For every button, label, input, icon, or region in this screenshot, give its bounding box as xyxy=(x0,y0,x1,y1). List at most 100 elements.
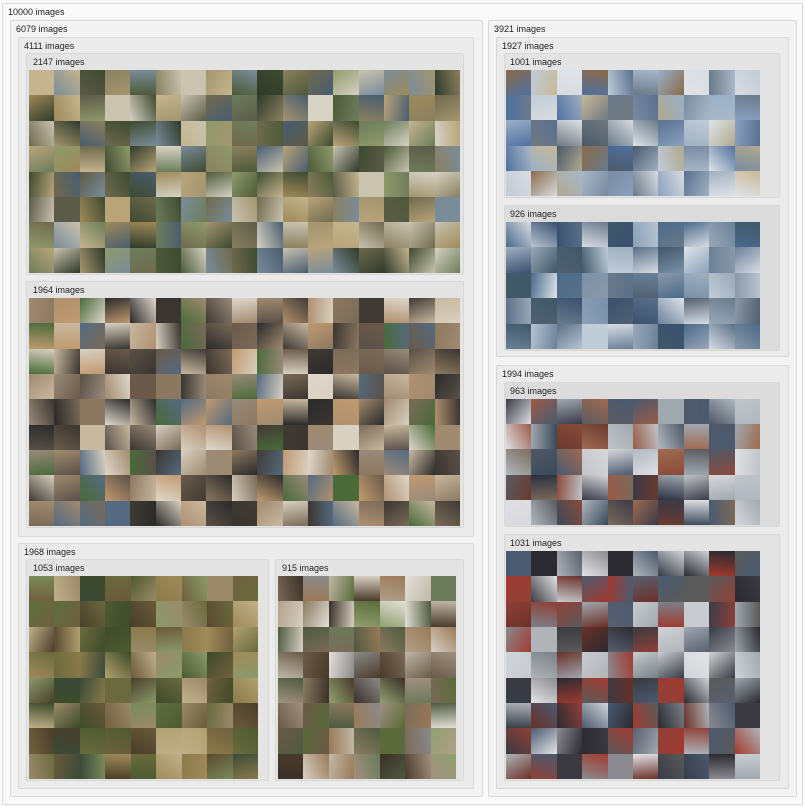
thumbnail-image[interactable] xyxy=(409,323,435,349)
thumbnail-image[interactable] xyxy=(582,652,608,678)
thumbnail-image[interactable] xyxy=(632,474,659,500)
thumbnail-image[interactable] xyxy=(409,146,435,172)
thumbnail-image[interactable] xyxy=(379,753,406,779)
thumbnail-image[interactable] xyxy=(506,120,532,146)
thumbnail-image[interactable] xyxy=(307,323,334,349)
thumbnail-image[interactable] xyxy=(506,499,532,525)
thumbnail-image[interactable] xyxy=(231,196,258,223)
thumbnail-image[interactable] xyxy=(556,120,583,146)
thumbnail-image[interactable] xyxy=(506,576,532,602)
thumbnail-image[interactable] xyxy=(632,170,659,196)
thumbnail-image[interactable] xyxy=(409,348,435,374)
thumbnail-image[interactable] xyxy=(434,146,460,172)
thumbnail-image[interactable] xyxy=(556,576,583,602)
thumbnail-image[interactable] xyxy=(232,677,258,703)
thumbnail-image[interactable] xyxy=(232,626,258,653)
thumbnail-image[interactable] xyxy=(506,298,532,324)
thumbnail-image[interactable] xyxy=(358,95,384,121)
thumbnail-image[interactable] xyxy=(206,399,232,425)
thumbnail-image[interactable] xyxy=(683,449,710,475)
thumbnail-image[interactable] xyxy=(257,450,283,476)
thumbnail-image[interactable] xyxy=(383,196,410,223)
thumbnail-image[interactable] xyxy=(556,474,583,500)
thumbnail-image[interactable] xyxy=(155,120,182,147)
thumbnail-image[interactable] xyxy=(358,424,384,450)
thumbnail-image[interactable] xyxy=(358,475,384,501)
thumbnail-image[interactable] xyxy=(29,702,55,729)
thumbnail-image[interactable] xyxy=(206,475,232,501)
thumbnail-image[interactable] xyxy=(734,499,760,525)
thumbnail-image[interactable] xyxy=(683,424,710,450)
thumbnail-image[interactable] xyxy=(379,652,406,678)
thumbnail-image[interactable] xyxy=(181,450,207,476)
thumbnail-image[interactable] xyxy=(582,120,608,146)
thumbnail-image[interactable] xyxy=(303,652,329,678)
thumbnail-image[interactable] xyxy=(130,753,157,779)
thumbnail-image[interactable] xyxy=(658,753,684,779)
thumbnail-image[interactable] xyxy=(231,424,258,450)
thumbnail-image[interactable] xyxy=(506,95,532,121)
thumbnail-image[interactable] xyxy=(383,475,410,501)
thumbnail-image[interactable] xyxy=(181,348,207,374)
thumbnail-image[interactable] xyxy=(734,323,760,349)
thumbnail-image[interactable] xyxy=(231,95,258,121)
thumbnail-image[interactable] xyxy=(430,626,456,653)
thumbnail-image[interactable] xyxy=(405,753,431,779)
thumbnail-image[interactable] xyxy=(155,146,182,172)
thumbnail-image[interactable] xyxy=(105,576,131,602)
thumbnail-image[interactable] xyxy=(531,247,557,273)
thumbnail-image[interactable] xyxy=(734,753,760,779)
thumbnail-image[interactable] xyxy=(29,146,55,172)
thumbnail-image[interactable] xyxy=(156,601,182,627)
thumbnail-image[interactable] xyxy=(531,576,557,602)
thumbnail-image[interactable] xyxy=(206,374,232,400)
thumbnail-image[interactable] xyxy=(531,652,557,678)
thumbnail-image[interactable] xyxy=(257,399,283,425)
thumbnail-image[interactable] xyxy=(231,247,258,273)
thumbnail-image[interactable] xyxy=(409,298,435,324)
thumbnail-image[interactable] xyxy=(607,703,633,729)
thumbnail-image[interactable] xyxy=(79,196,106,223)
thumbnail-image[interactable] xyxy=(79,475,106,501)
thumbnail-image[interactable] xyxy=(683,70,710,96)
thumbnail-image[interactable] xyxy=(632,424,659,450)
thumbnail-image[interactable] xyxy=(29,475,55,501)
thumbnail-image[interactable] xyxy=(155,95,182,121)
thumbnail-image[interactable] xyxy=(434,450,460,476)
thumbnail-image[interactable] xyxy=(658,601,684,627)
thumbnail-image[interactable] xyxy=(333,120,359,147)
thumbnail-image[interactable] xyxy=(105,374,131,400)
thumbnail-image[interactable] xyxy=(683,627,710,653)
thumbnail-image[interactable] xyxy=(734,449,760,475)
thumbnail-image[interactable] xyxy=(531,449,557,475)
thumbnail-image[interactable] xyxy=(709,120,735,146)
thumbnail-image[interactable] xyxy=(734,728,760,754)
thumbnail-image[interactable] xyxy=(278,652,304,678)
thumbnail-image[interactable] xyxy=(282,120,308,147)
thumbnail-image[interactable] xyxy=(79,652,106,678)
thumbnail-image[interactable] xyxy=(658,170,684,196)
thumbnail-image[interactable] xyxy=(531,323,557,349)
thumbnail-image[interactable] xyxy=(282,399,308,425)
thumbnail-image[interactable] xyxy=(434,95,460,121)
thumbnail-image[interactable] xyxy=(582,247,608,273)
thumbnail-image[interactable] xyxy=(79,576,106,602)
thumbnail-image[interactable] xyxy=(307,196,334,223)
thumbnail-image[interactable] xyxy=(531,399,557,425)
thumbnail-image[interactable] xyxy=(683,399,710,425)
thumbnail-image[interactable] xyxy=(607,601,633,627)
thumbnail-image[interactable] xyxy=(257,475,283,501)
thumbnail-image[interactable] xyxy=(181,424,207,450)
thumbnail-image[interactable] xyxy=(632,120,659,146)
thumbnail-image[interactable] xyxy=(556,728,583,754)
thumbnail-image[interactable] xyxy=(683,499,710,525)
thumbnail-image[interactable] xyxy=(607,323,633,349)
thumbnail-image[interactable] xyxy=(734,170,760,196)
thumbnail-image[interactable] xyxy=(29,652,55,678)
thumbnail-image[interactable] xyxy=(709,323,735,349)
thumbnail-image[interactable] xyxy=(383,323,410,349)
thumbnail-image[interactable] xyxy=(105,399,131,425)
thumbnail-image[interactable] xyxy=(257,424,283,450)
thumbnail-image[interactable] xyxy=(658,652,684,678)
thumbnail-image[interactable] xyxy=(709,703,735,729)
